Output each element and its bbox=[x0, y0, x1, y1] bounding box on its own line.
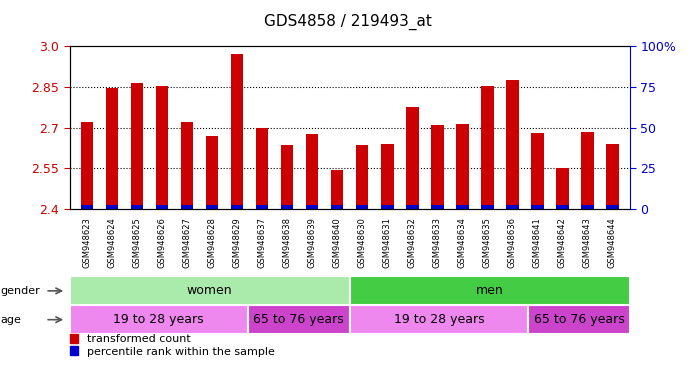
Bar bbox=[181, 205, 193, 209]
Bar bbox=[131, 83, 143, 209]
Bar bbox=[528, 305, 630, 334]
Bar bbox=[206, 136, 219, 209]
Bar bbox=[456, 124, 468, 209]
Bar bbox=[556, 169, 569, 209]
Bar bbox=[331, 205, 344, 209]
Bar bbox=[106, 88, 118, 209]
Bar bbox=[156, 86, 168, 209]
Text: GDS4858 / 219493_at: GDS4858 / 219493_at bbox=[264, 13, 432, 30]
Bar bbox=[406, 107, 418, 209]
Bar bbox=[156, 205, 168, 209]
Bar bbox=[406, 205, 418, 209]
Bar bbox=[606, 205, 619, 209]
Bar bbox=[81, 122, 93, 209]
Text: men: men bbox=[476, 285, 504, 297]
Bar bbox=[81, 205, 93, 209]
Bar bbox=[431, 205, 443, 209]
Bar bbox=[331, 170, 344, 209]
Bar bbox=[531, 133, 544, 209]
Legend: transformed count, percentile rank within the sample: transformed count, percentile rank withi… bbox=[70, 334, 275, 356]
Bar bbox=[350, 305, 528, 334]
Bar bbox=[256, 127, 269, 209]
Bar bbox=[281, 205, 294, 209]
Text: 19 to 28 years: 19 to 28 years bbox=[113, 313, 204, 326]
Bar bbox=[531, 205, 544, 209]
Bar bbox=[431, 125, 443, 209]
Bar bbox=[581, 132, 594, 209]
Bar bbox=[506, 205, 519, 209]
Bar bbox=[356, 205, 368, 209]
Bar bbox=[248, 305, 350, 334]
Text: gender: gender bbox=[1, 286, 40, 296]
Bar bbox=[131, 205, 143, 209]
Bar bbox=[506, 80, 519, 209]
Bar bbox=[350, 276, 630, 305]
Bar bbox=[306, 205, 319, 209]
Bar bbox=[256, 205, 269, 209]
Bar bbox=[231, 54, 244, 209]
Bar bbox=[70, 276, 350, 305]
Bar bbox=[556, 205, 569, 209]
Bar bbox=[70, 305, 248, 334]
Bar bbox=[481, 86, 493, 209]
Text: 65 to 76 years: 65 to 76 years bbox=[534, 313, 624, 326]
Bar bbox=[456, 205, 468, 209]
Text: 65 to 76 years: 65 to 76 years bbox=[253, 313, 345, 326]
Bar bbox=[231, 205, 244, 209]
Bar bbox=[306, 134, 319, 209]
Bar bbox=[206, 205, 219, 209]
Bar bbox=[606, 144, 619, 209]
Bar bbox=[381, 205, 393, 209]
Bar bbox=[481, 205, 493, 209]
Text: 19 to 28 years: 19 to 28 years bbox=[393, 313, 484, 326]
Bar bbox=[181, 122, 193, 209]
Bar bbox=[356, 146, 368, 209]
Bar bbox=[281, 146, 294, 209]
Bar bbox=[106, 205, 118, 209]
Bar bbox=[581, 205, 594, 209]
Text: age: age bbox=[1, 314, 22, 325]
Bar bbox=[381, 144, 393, 209]
Text: women: women bbox=[187, 285, 232, 297]
